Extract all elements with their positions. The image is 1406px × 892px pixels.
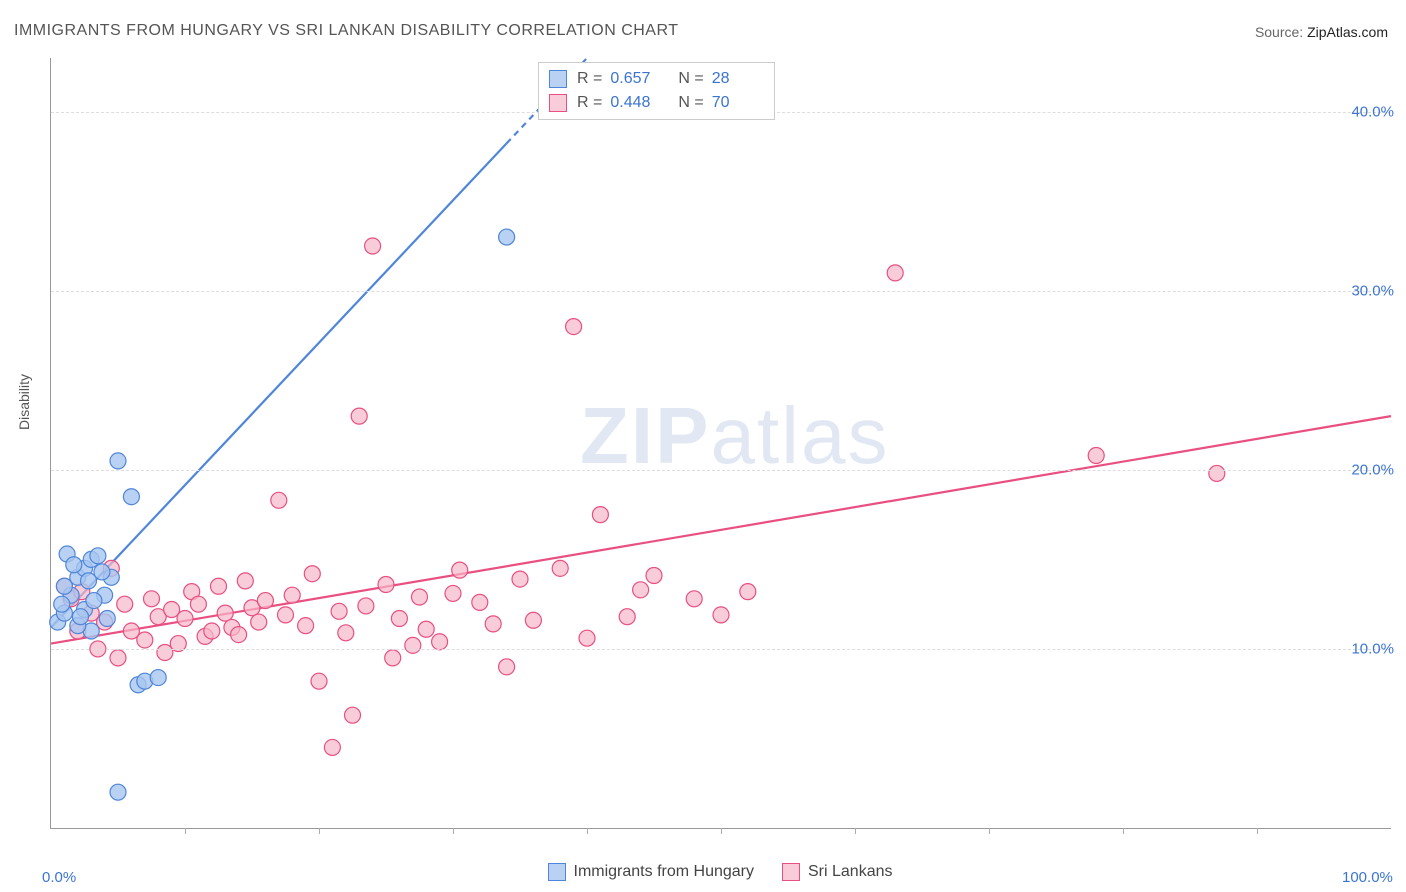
legend-N-label: N = (678, 67, 703, 91)
legend-statistics: R = 0.657 N = 28 R = 0.448 N = 70 (538, 62, 775, 120)
x-minor-tick (989, 828, 990, 834)
x-minor-tick (453, 828, 454, 834)
x-minor-tick (185, 828, 186, 834)
source-attribution: Source: ZipAtlas.com (1255, 24, 1388, 40)
legend-series-item: Immigrants from Hungary (548, 863, 755, 881)
legend-R-label: R = (577, 67, 602, 91)
legend-R-value: 0.657 (610, 67, 662, 91)
y-axis-label: Disability (16, 374, 32, 430)
x-minor-tick (587, 828, 588, 834)
x-minor-tick (721, 828, 722, 834)
source-value: ZipAtlas.com (1307, 24, 1388, 40)
legend-N-value: 28 (712, 67, 764, 91)
legend-swatch (782, 863, 800, 881)
legend-R-value: 0.448 (610, 91, 662, 115)
y-tick-label: 10.0% (1351, 640, 1394, 657)
scatter-svg (51, 58, 1391, 828)
legend-series-name: Sri Lankans (808, 863, 893, 881)
y-tick-label: 30.0% (1351, 282, 1394, 299)
x-tick-label: 0.0% (42, 869, 76, 886)
x-minor-tick (319, 828, 320, 834)
x-minor-tick (1257, 828, 1258, 834)
legend-N-value: 70 (712, 91, 764, 115)
chart-title: IMMIGRANTS FROM HUNGARY VS SRI LANKAN DI… (14, 22, 679, 40)
legend-series-item: Sri Lankans (782, 863, 893, 881)
legend-N-label: N = (678, 91, 703, 115)
legend-series: Immigrants from Hungary Sri Lankans (50, 863, 1390, 886)
legend-series-name: Immigrants from Hungary (574, 863, 755, 881)
legend-swatch (549, 94, 567, 112)
legend-stat-row: R = 0.448 N = 70 (549, 91, 764, 115)
x-minor-tick (1123, 828, 1124, 834)
chart-plot-area (50, 58, 1391, 829)
gridline-h (51, 291, 1391, 292)
x-minor-tick (855, 828, 856, 834)
gridline-h (51, 470, 1391, 471)
legend-swatch (548, 863, 566, 881)
x-tick-label: 100.0% (1342, 869, 1393, 886)
y-tick-label: 20.0% (1351, 461, 1394, 478)
source-label: Source: (1255, 24, 1303, 40)
gridline-h (51, 649, 1391, 650)
legend-swatch (549, 70, 567, 88)
legend-stat-row: R = 0.657 N = 28 (549, 67, 764, 91)
legend-R-label: R = (577, 91, 602, 115)
y-tick-label: 40.0% (1351, 103, 1394, 120)
